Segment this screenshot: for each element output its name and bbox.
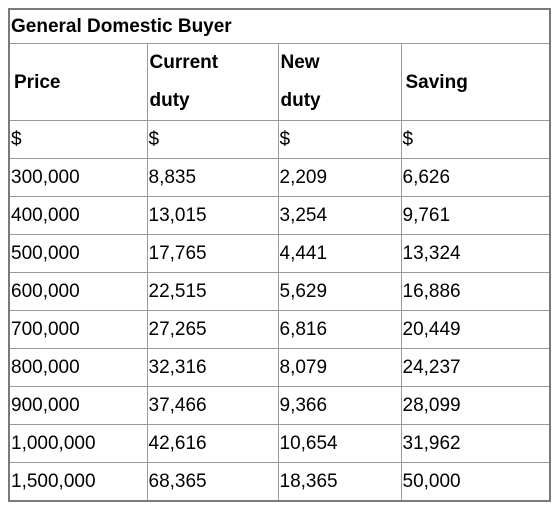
table-row: $ $ $ $ [8,120,551,159]
table-row: 1,500,000 68,365 18,365 50,000 [8,462,551,502]
table-cell: 50,000 [400,462,551,502]
table-cell: 1,000,000 [8,424,148,463]
table-cell: 600,000 [8,272,148,311]
column-header: New duty [277,43,402,121]
table-cell: 9,366 [277,386,402,425]
table-cell: 16,886 [400,272,551,311]
table-cell: 8,079 [277,348,402,387]
table-cell: 2,209 [277,158,402,197]
table-title: General Domestic Buyer [8,8,551,44]
table-cell: 5,629 [277,272,402,311]
table-cell: 400,000 [8,196,148,235]
table-cell: 22,515 [146,272,279,311]
table-cell: 900,000 [8,386,148,425]
table-cell: 42,616 [146,424,279,463]
table-row: 500,000 17,765 4,441 13,324 [8,234,551,273]
table-cell: 1,500,000 [8,462,148,502]
table-row: 400,000 13,015 3,254 9,761 [8,196,551,235]
table-cell: 10,654 [277,424,402,463]
table-cell: 8,835 [146,158,279,197]
table-cell: 6,816 [277,310,402,349]
table-cell: 4,441 [277,234,402,273]
table-row: 300,000 8,835 2,209 6,626 [8,158,551,197]
table-cell: $ [146,120,279,159]
table-cell: 13,015 [146,196,279,235]
table-row: 1,000,000 42,616 10,654 31,962 [8,424,551,463]
table-row: 700,000 27,265 6,816 20,449 [8,310,551,349]
table-body: $ $ $ $300,000 8,835 2,209 6,626 400,000 13,015 3… [8,120,551,502]
table-cell: 27,265 [146,310,279,349]
table-cell: $ [277,120,402,159]
table-cell: 68,365 [146,462,279,502]
table-cell: 32,316 [146,348,279,387]
column-header: Saving [400,43,551,121]
table-cell: 13,324 [400,234,551,273]
column-header-text: New duty [280,52,321,111]
table-cell: 500,000 [8,234,148,273]
table-row: 600,000 22,515 5,629 16,886 [8,272,551,311]
table-cell: 300,000 [8,158,148,197]
table-cell: 700,000 [8,310,148,349]
table-cell: 3,254 [277,196,402,235]
table-cell: 18,365 [277,462,402,502]
table-row: 900,000 37,466 9,366 28,099 [8,386,551,425]
column-header-text: Current duty [149,52,219,111]
duty-table: General Domestic Buyer Price Current dut… [8,8,552,502]
table-cell: $ [8,120,148,159]
table-cell: 31,962 [400,424,551,463]
table-cell: 800,000 [8,348,148,387]
table-row: 800,000 32,316 8,079 24,237 [8,348,551,387]
table-cell: 28,099 [400,386,551,425]
table-cell: 37,466 [146,386,279,425]
column-header: Current duty [146,43,279,121]
table-cell: 17,765 [146,234,279,273]
table-cell: 9,761 [400,196,551,235]
table-cell: $ [400,120,551,159]
column-header: Price [8,43,148,121]
table-cell: 6,626 [400,158,551,197]
table-cell: 20,449 [400,310,551,349]
table-cell: 24,237 [400,348,551,387]
